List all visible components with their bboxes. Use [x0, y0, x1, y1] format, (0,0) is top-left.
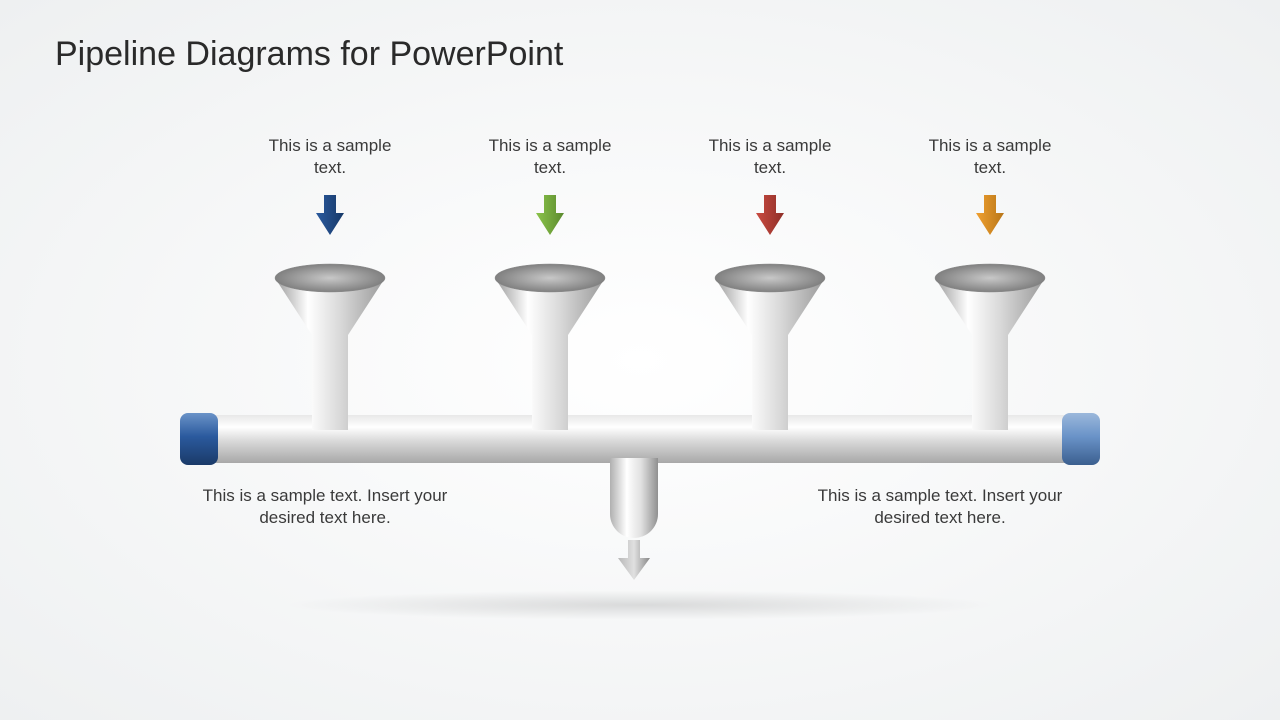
pipe-shadow — [280, 590, 1000, 620]
pipe-outlet — [610, 458, 658, 538]
funnel-label-1: This is a sample text. — [260, 135, 400, 179]
funnel-1 — [270, 260, 390, 410]
arrow-down-icon-3 — [756, 195, 784, 235]
outlet-arrow-icon — [618, 540, 650, 580]
bottom-right-label: This is a sample text. Insert your desir… — [800, 485, 1080, 529]
arrow-down-icon-2 — [536, 195, 564, 235]
arrow-down-icon-4 — [976, 195, 1004, 235]
funnel-label-4: This is a sample text. — [920, 135, 1060, 179]
funnel-2 — [490, 260, 610, 410]
arrow-down-icon-1 — [316, 195, 344, 235]
funnel-label-3: This is a sample text. — [700, 135, 840, 179]
page-title: Pipeline Diagrams for PowerPoint — [55, 35, 563, 74]
pipe-cap-left — [180, 413, 218, 465]
bottom-left-label: This is a sample text. Insert your desir… — [185, 485, 465, 529]
funnel-label-2: This is a sample text. — [480, 135, 620, 179]
pipe-cap-right — [1062, 413, 1100, 465]
funnel-3 — [710, 260, 830, 410]
funnel-4 — [930, 260, 1050, 410]
